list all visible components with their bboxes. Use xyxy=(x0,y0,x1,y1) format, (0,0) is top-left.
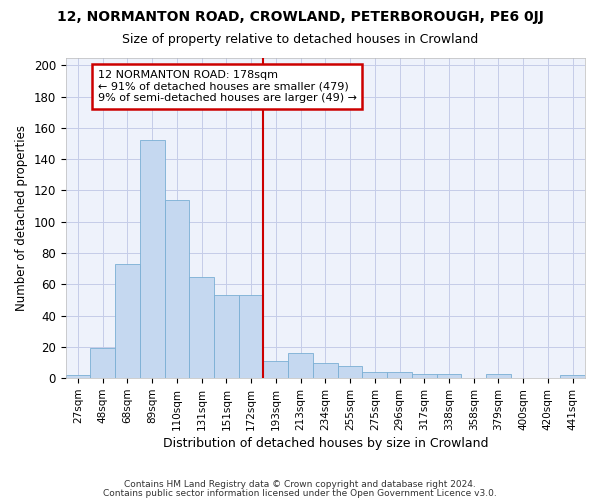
Text: Contains public sector information licensed under the Open Government Licence v3: Contains public sector information licen… xyxy=(103,488,497,498)
Bar xyxy=(214,296,239,378)
Bar xyxy=(140,140,164,378)
Bar xyxy=(437,374,461,378)
Bar xyxy=(560,375,585,378)
Bar xyxy=(313,362,338,378)
Bar xyxy=(91,348,115,378)
Bar xyxy=(387,372,412,378)
Bar xyxy=(239,296,263,378)
Text: 12 NORMANTON ROAD: 178sqm
← 91% of detached houses are smaller (479)
9% of semi-: 12 NORMANTON ROAD: 178sqm ← 91% of detac… xyxy=(98,70,357,103)
Bar xyxy=(338,366,362,378)
Text: Contains HM Land Registry data © Crown copyright and database right 2024.: Contains HM Land Registry data © Crown c… xyxy=(124,480,476,489)
Bar xyxy=(190,276,214,378)
X-axis label: Distribution of detached houses by size in Crowland: Distribution of detached houses by size … xyxy=(163,437,488,450)
Bar xyxy=(115,264,140,378)
Bar xyxy=(65,375,91,378)
Bar xyxy=(263,361,288,378)
Y-axis label: Number of detached properties: Number of detached properties xyxy=(15,125,28,311)
Bar xyxy=(288,353,313,378)
Text: Size of property relative to detached houses in Crowland: Size of property relative to detached ho… xyxy=(122,32,478,46)
Bar xyxy=(362,372,387,378)
Bar xyxy=(164,200,190,378)
Text: 12, NORMANTON ROAD, CROWLAND, PETERBOROUGH, PE6 0JJ: 12, NORMANTON ROAD, CROWLAND, PETERBOROU… xyxy=(56,10,544,24)
Bar xyxy=(486,374,511,378)
Bar xyxy=(412,374,437,378)
